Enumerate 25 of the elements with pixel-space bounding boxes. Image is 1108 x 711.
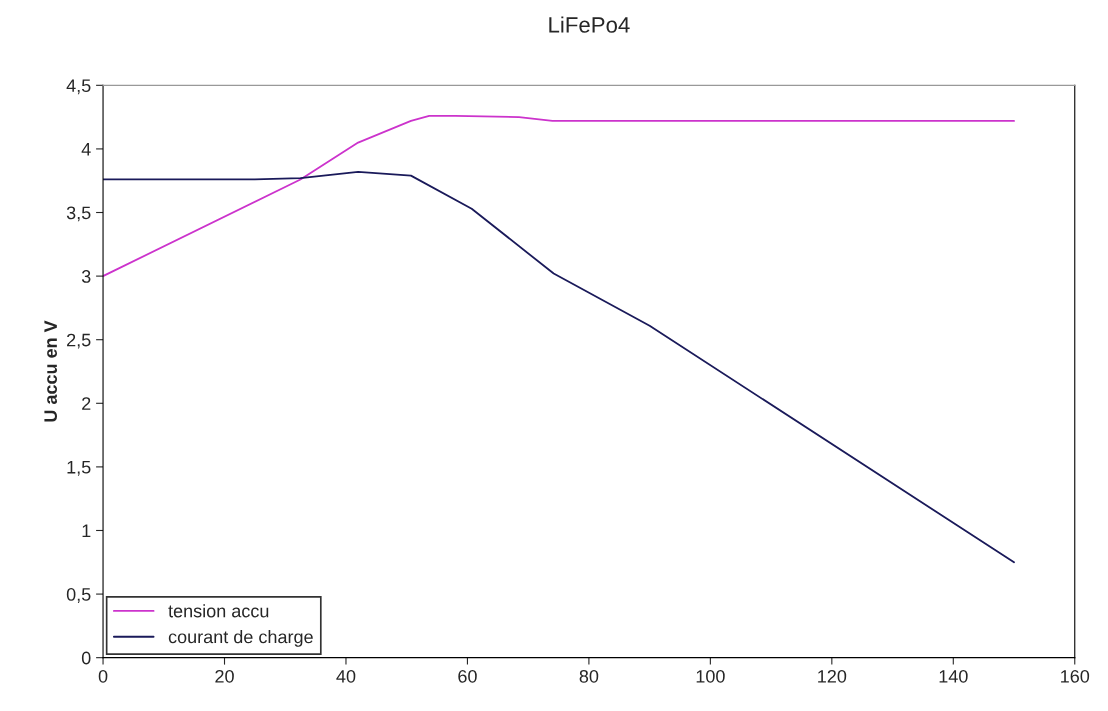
line-series (103, 114, 1015, 278)
legend-label: tension accu (168, 604, 269, 618)
line-series (103, 170, 1015, 564)
y-tick-label: 2 (82, 397, 91, 410)
x-tick-label: 0 (98, 669, 108, 683)
y-tick-label: 4,5 (66, 79, 91, 95)
y-tick-label: 4 (81, 143, 91, 156)
x-tick-label: 20 (215, 669, 234, 683)
y-tick-label: 0,5 (66, 588, 91, 603)
y-tick-label: 3,5 (66, 206, 91, 222)
x-tick-label: 40 (336, 669, 356, 683)
y-tick-label: 1,5 (67, 461, 91, 476)
x-tick-label: 100 (696, 669, 725, 683)
x-tick-label: 80 (579, 669, 599, 683)
y-tick-label: 0 (81, 651, 91, 665)
y-tick-label: 2,5 (67, 333, 91, 349)
y-axis-title: U accu en V (44, 320, 58, 422)
x-tick-label: 120 (818, 669, 847, 683)
x-tick-label: 140 (939, 669, 968, 683)
x-tick-label: 60 (458, 669, 477, 683)
y-tick-label: 3 (81, 270, 91, 283)
chart-title: LiFePo4 (549, 16, 630, 33)
x-tick-label: 160 (1061, 669, 1090, 683)
y-tick-label: 1 (82, 524, 91, 538)
legend-label: courant de charge (168, 630, 313, 647)
